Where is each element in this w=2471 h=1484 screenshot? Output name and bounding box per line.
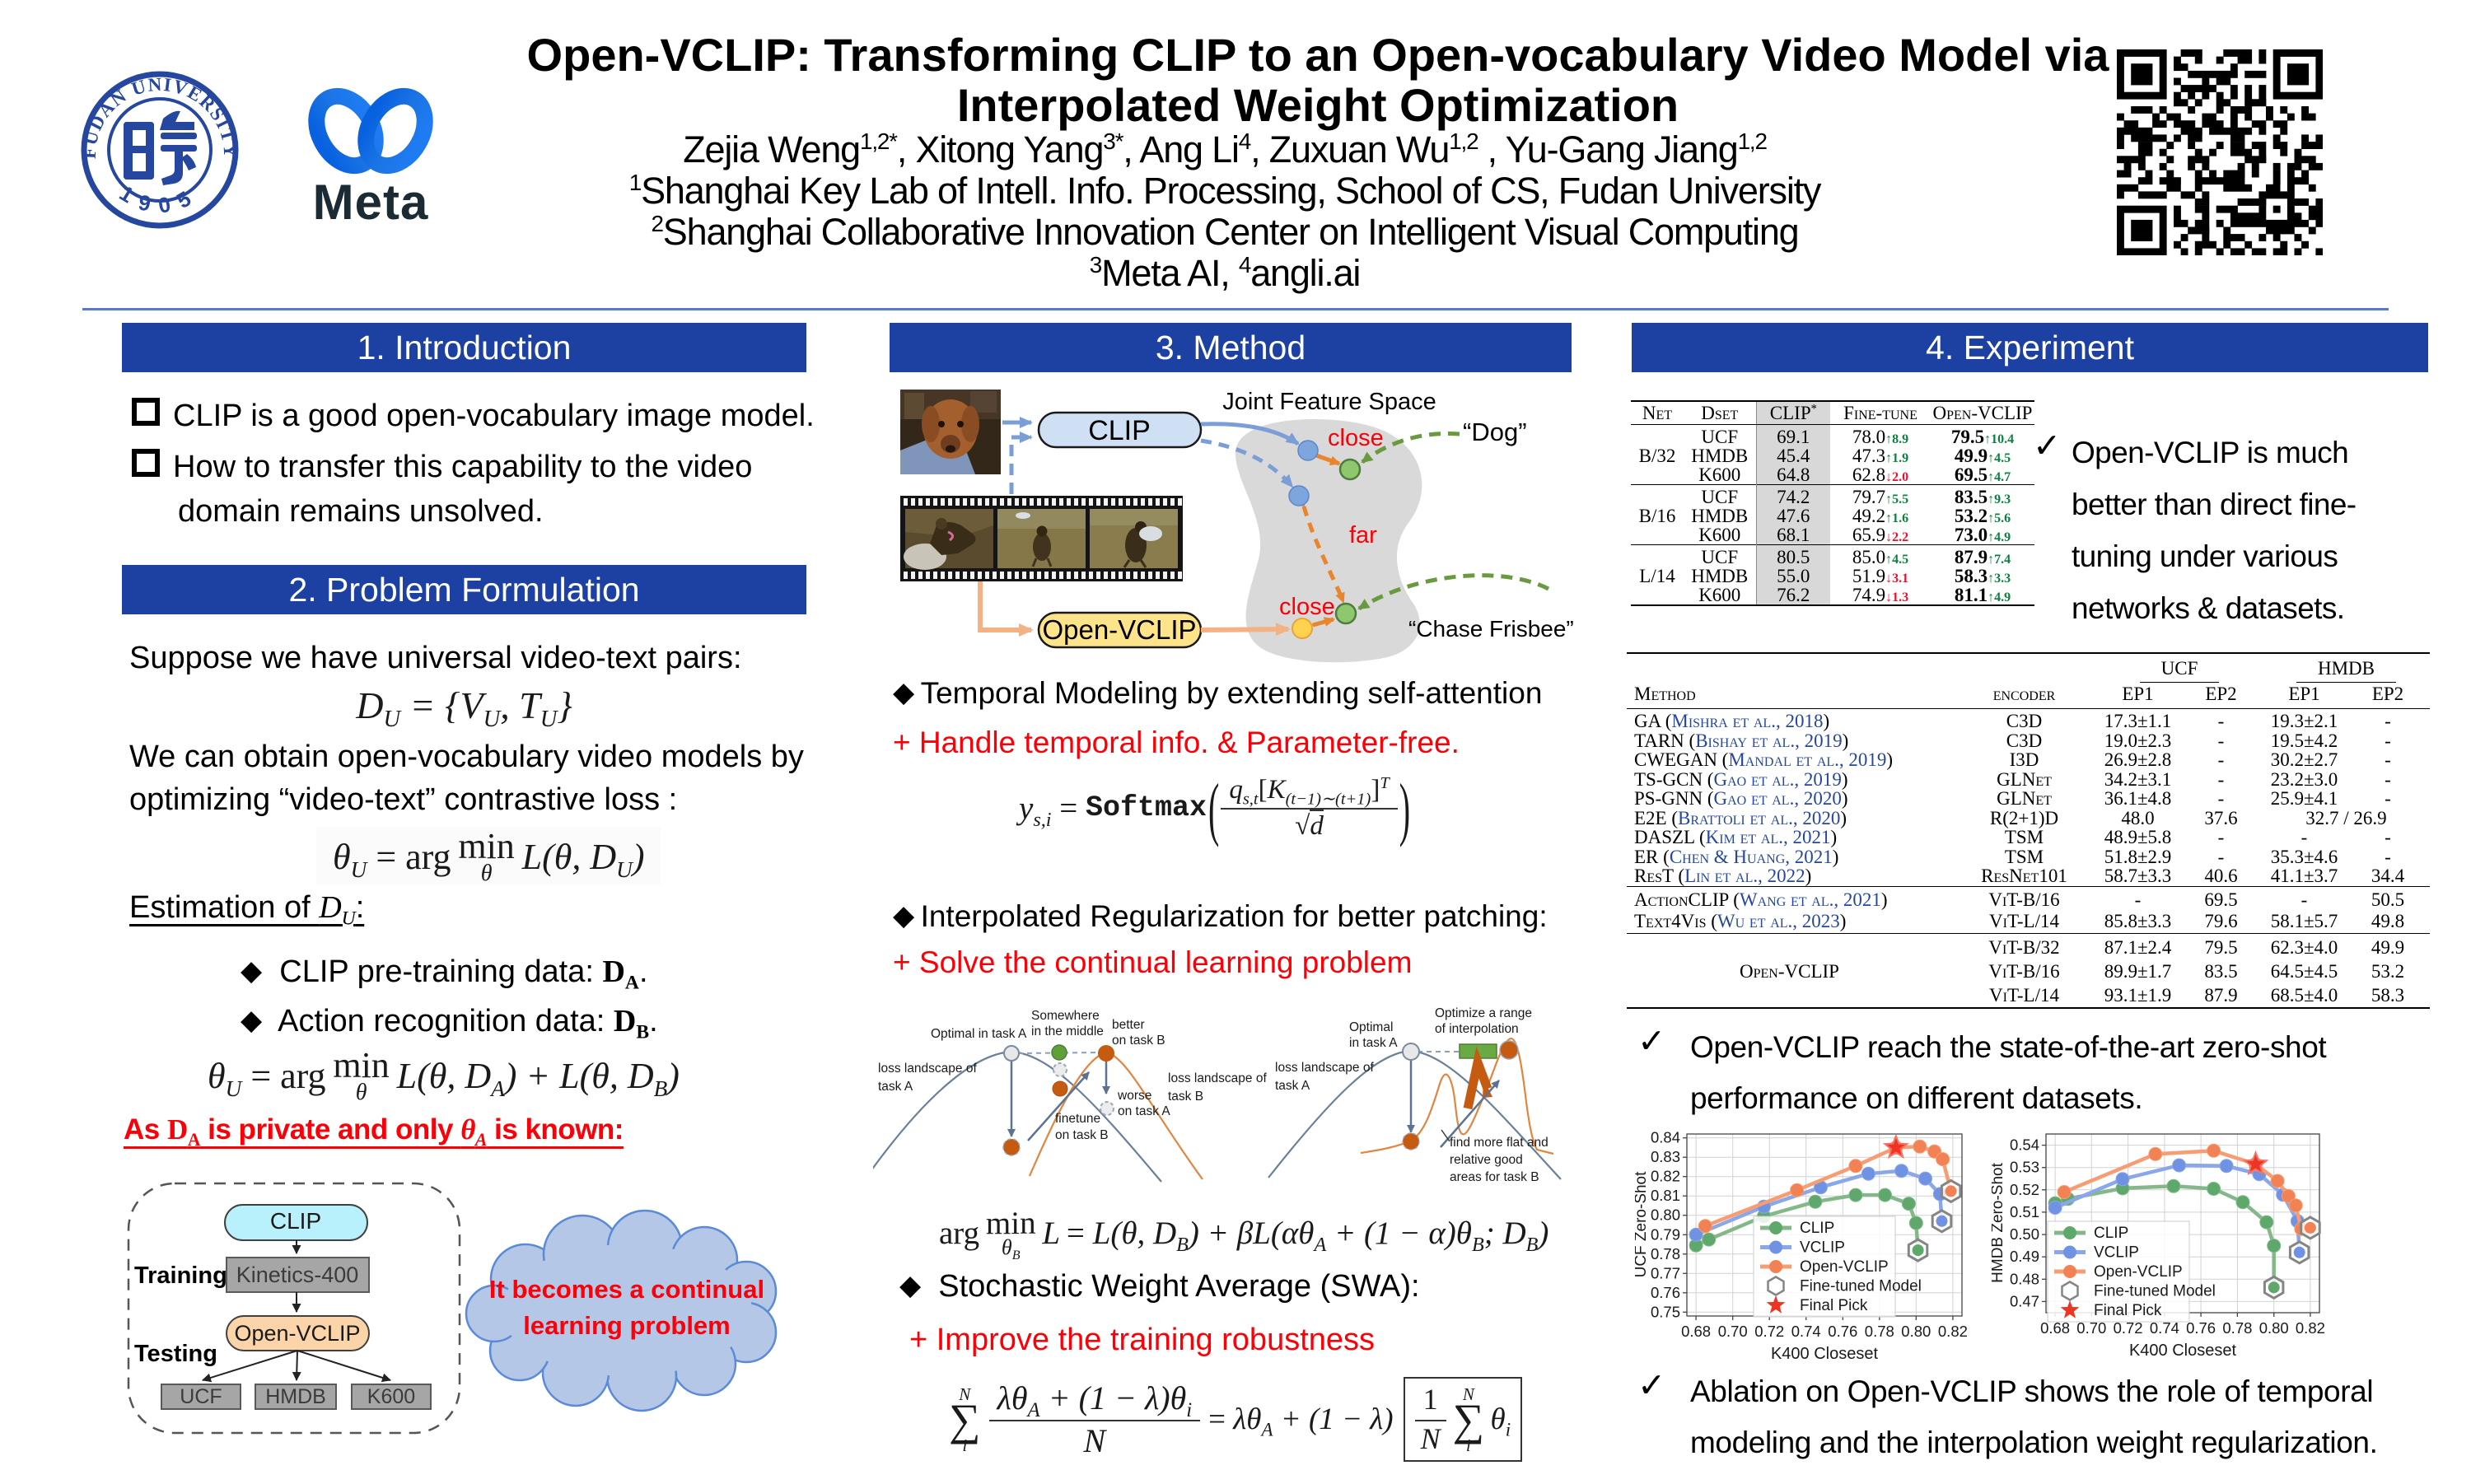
svg-text:K400 Closeset: K400 Closeset: [1771, 1345, 1879, 1363]
svg-text:0.49: 0.49: [2010, 1248, 2039, 1265]
svg-text:0.68: 0.68: [2040, 1319, 2070, 1337]
svg-text:Open-VCLIP: Open-VCLIP: [234, 1321, 360, 1346]
svg-text:“Dog”: “Dog”: [1463, 418, 1527, 446]
svg-text:loss landscape of: loss landscape of: [1168, 1071, 1267, 1085]
svg-text:0.77: 0.77: [1651, 1264, 1680, 1281]
svg-text:Open-VCLIP: Open-VCLIP: [2094, 1263, 2183, 1281]
svg-text:CLIP: CLIP: [1800, 1220, 1834, 1237]
svg-text:in task A: in task A: [1349, 1036, 1398, 1050]
svg-text:0.79: 0.79: [1651, 1225, 1680, 1243]
svg-text:0.78: 0.78: [2222, 1319, 2252, 1337]
svg-text:0.82: 0.82: [1651, 1168, 1680, 1185]
svg-text:0.51: 0.51: [2010, 1203, 2039, 1220]
svg-text:0.53: 0.53: [2010, 1159, 2039, 1176]
svg-text:Optimal in task A: Optimal in task A: [931, 1027, 1027, 1041]
svg-text:CLIP: CLIP: [270, 1208, 321, 1234]
svg-text:0.80: 0.80: [2259, 1319, 2289, 1337]
svg-text:Fine-tuned Model: Fine-tuned Model: [2094, 1283, 2216, 1300]
svg-text:0.76: 0.76: [2186, 1319, 2216, 1337]
svg-text:0.70: 0.70: [2076, 1319, 2106, 1337]
svg-text:FUDAN UNIVERSITY: FUDAN UNIVERSITY: [79, 74, 241, 160]
svg-text:task B: task B: [1168, 1090, 1203, 1104]
svg-text:better: better: [1112, 1018, 1145, 1032]
svg-text:on task A: on task A: [1118, 1104, 1170, 1118]
svg-text:0.78: 0.78: [1651, 1245, 1680, 1262]
svg-text:UCF: UCF: [180, 1385, 222, 1408]
svg-text:0.84: 0.84: [1651, 1129, 1680, 1146]
svg-text:HMDB: HMDB: [265, 1385, 326, 1408]
svg-text:0.74: 0.74: [1791, 1323, 1821, 1340]
svg-text:find more flat and: find more flat and: [1450, 1136, 1548, 1150]
svg-text:K600: K600: [367, 1385, 415, 1408]
svg-text:UCF Zero-Shot: UCF Zero-Shot: [1635, 1171, 1650, 1278]
svg-text:Fine-tuned Model: Fine-tuned Model: [1800, 1278, 1922, 1295]
svg-text:of interpolation: of interpolation: [1435, 1022, 1519, 1036]
svg-text:Open-VCLIP: Open-VCLIP: [1042, 614, 1196, 645]
svg-text:Optimal: Optimal: [1349, 1020, 1393, 1034]
svg-text:0.48: 0.48: [2010, 1270, 2039, 1287]
svg-text:task A: task A: [878, 1080, 913, 1094]
svg-text:0.81: 0.81: [1651, 1187, 1680, 1204]
svg-text:CLIP: CLIP: [1088, 415, 1151, 446]
svg-text:0.52: 0.52: [2010, 1181, 2039, 1198]
svg-text:Final Pick: Final Pick: [2094, 1302, 2162, 1319]
svg-text:0.80: 0.80: [1901, 1323, 1931, 1340]
svg-text:0.47: 0.47: [2010, 1292, 2039, 1309]
svg-text:0.83: 0.83: [1651, 1148, 1680, 1165]
svg-text:0.72: 0.72: [1754, 1323, 1784, 1340]
svg-text:0.80: 0.80: [1651, 1206, 1680, 1224]
svg-text:0.75: 0.75: [1651, 1303, 1680, 1320]
svg-text:on task B: on task B: [1112, 1034, 1165, 1048]
svg-text:loss landscape of: loss landscape of: [1275, 1061, 1374, 1075]
svg-text:Joint Feature Space: Joint Feature Space: [1222, 389, 1436, 415]
svg-text:“Chase Frisbee”: “Chase Frisbee”: [1408, 616, 1574, 642]
svg-text:VCLIP: VCLIP: [2094, 1244, 2139, 1262]
svg-text:0.68: 0.68: [1681, 1323, 1711, 1340]
svg-text:finetune: finetune: [1055, 1112, 1100, 1126]
svg-text:Training: Training: [134, 1262, 227, 1289]
svg-text:0.76: 0.76: [1828, 1323, 1857, 1340]
svg-text:1905: 1905: [115, 180, 204, 218]
svg-text:0.54: 0.54: [2010, 1136, 2039, 1154]
svg-text:0.70: 0.70: [1718, 1323, 1748, 1340]
svg-text:It becomes a continual: It becomes a continual: [489, 1275, 764, 1304]
svg-text:VCLIP: VCLIP: [1800, 1239, 1845, 1257]
svg-text:learning problem: learning problem: [523, 1311, 730, 1340]
svg-text:0.82: 0.82: [1938, 1323, 1968, 1340]
svg-text:Meta: Meta: [313, 175, 429, 230]
svg-text:Testing: Testing: [134, 1341, 217, 1367]
svg-text:0.50: 0.50: [2010, 1225, 2039, 1243]
svg-text:on task B: on task B: [1055, 1128, 1109, 1142]
svg-text:close: close: [1328, 425, 1384, 451]
svg-text:CLIP: CLIP: [2094, 1225, 2128, 1242]
svg-text:task A: task A: [1275, 1079, 1310, 1093]
svg-text:far: far: [1349, 522, 1377, 548]
svg-text:0.72: 0.72: [2114, 1319, 2143, 1337]
svg-text:close: close: [1279, 594, 1335, 620]
svg-text:Open-VCLIP: Open-VCLIP: [1800, 1258, 1889, 1276]
svg-text:relative good: relative good: [1450, 1153, 1523, 1167]
svg-text:Optimize a range: Optimize a range: [1435, 1006, 1532, 1020]
svg-text:areas for task B: areas for task B: [1450, 1170, 1539, 1184]
svg-text:HMDB Zero-Shot: HMDB Zero-Shot: [1992, 1162, 2006, 1282]
svg-text:Final Pick: Final Pick: [1800, 1297, 1868, 1314]
svg-text:K400 Closeset: K400 Closeset: [2129, 1342, 2237, 1360]
svg-text:0.74: 0.74: [2150, 1319, 2179, 1337]
svg-text:in the middle: in the middle: [1031, 1024, 1104, 1038]
svg-text:loss landscape of: loss landscape of: [878, 1062, 977, 1076]
svg-text:worse: worse: [1117, 1089, 1151, 1103]
svg-text:0.82: 0.82: [2296, 1319, 2325, 1337]
svg-text:Somewhere: Somewhere: [1031, 1009, 1100, 1023]
svg-text:0.78: 0.78: [1865, 1323, 1894, 1340]
svg-text:0.76: 0.76: [1651, 1284, 1680, 1301]
svg-text:Kinetics-400: Kinetics-400: [236, 1262, 359, 1287]
